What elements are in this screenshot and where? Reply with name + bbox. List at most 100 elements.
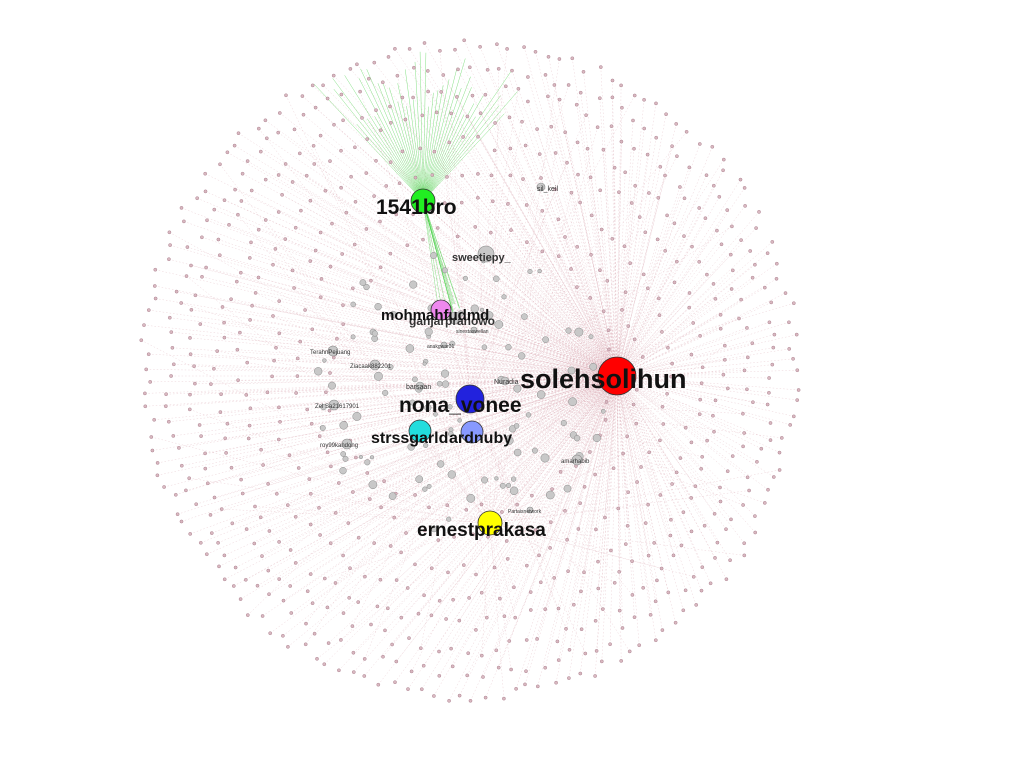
graph-node [179, 206, 184, 210]
graph-node [610, 236, 615, 241]
graph-edge [268, 375, 618, 484]
graph-node [407, 636, 411, 640]
graph-node [179, 463, 184, 468]
graph-node [757, 210, 761, 214]
graph-edge [616, 307, 690, 377]
graph-node [753, 530, 758, 535]
graph-edge [235, 375, 618, 568]
graph-node [553, 151, 558, 155]
graph-node [481, 675, 485, 679]
graph-node [509, 228, 513, 232]
graph-node [665, 391, 669, 396]
graph-edge [565, 132, 618, 377]
graph-edge [370, 375, 618, 625]
graph-node [389, 310, 397, 318]
graph-node [444, 617, 448, 621]
graph-edge [189, 337, 618, 377]
graph-node [513, 615, 518, 620]
graph-node [400, 149, 405, 154]
graph-edge [616, 375, 623, 629]
graph-node [187, 407, 192, 412]
graph-node [341, 611, 346, 615]
graph-node [350, 334, 356, 340]
graph-node [506, 435, 511, 440]
graph-node [675, 259, 679, 264]
graph-node [599, 65, 603, 69]
graph-edge [616, 309, 623, 377]
graph-edge [231, 375, 618, 468]
graph-edge [447, 375, 618, 506]
graph-edge-green [419, 51, 424, 202]
graph-edge-green [358, 78, 424, 202]
graph-edge [545, 375, 618, 668]
graph-edge [616, 288, 732, 377]
graph-edge [221, 508, 491, 524]
graph-node [642, 126, 647, 131]
graph-node [315, 657, 319, 661]
graph-node [462, 275, 468, 281]
graph-edge [494, 150, 618, 377]
graph-node [682, 234, 686, 238]
graph-node [434, 110, 439, 115]
graph-edge [469, 398, 495, 568]
graph-edge [616, 375, 697, 605]
graph-node [600, 659, 604, 664]
graph-node [185, 245, 190, 249]
graph-node [576, 172, 580, 177]
graph-node [579, 589, 583, 594]
graph-node [236, 378, 240, 383]
graph-node [742, 553, 747, 558]
graph-node [554, 680, 558, 685]
graph-node [363, 283, 370, 291]
graph-edge [616, 375, 762, 449]
graph-edge [183, 221, 618, 377]
graph-edge [246, 375, 618, 530]
graph-edge-green [422, 90, 439, 202]
graph-node [493, 121, 497, 125]
graph-node [556, 254, 561, 259]
graph-edge [409, 48, 618, 377]
graph-node [656, 195, 661, 200]
graph-node [712, 183, 716, 188]
graph-node [578, 90, 583, 95]
graph-node [405, 586, 410, 590]
graph-node [222, 198, 227, 202]
graph-node [556, 217, 561, 222]
graph-node [203, 171, 207, 176]
graph-node [340, 451, 347, 457]
graph-node [328, 264, 333, 269]
graph-node [388, 104, 392, 109]
graph-edge [330, 375, 618, 467]
graph-edge [540, 375, 618, 583]
graph-node [308, 572, 313, 576]
minor-node [369, 359, 381, 371]
minor-node-label: Nuradia [494, 379, 519, 386]
graph-node [354, 455, 358, 460]
minor-node-label: ganjarpranowo [409, 314, 495, 328]
graph-node [635, 480, 639, 484]
graph-node [791, 356, 795, 361]
minor-node [341, 438, 353, 450]
graph-node [447, 404, 453, 410]
graph-edge-green [397, 83, 424, 202]
graph-edge [373, 195, 618, 377]
graph-node [479, 653, 484, 658]
graph-edge [266, 138, 618, 377]
graph-node [711, 413, 715, 418]
graph-edge [477, 173, 618, 377]
graph-node [347, 596, 352, 600]
graph-node [341, 118, 345, 123]
graph-node [215, 349, 219, 353]
graph-edge-green [422, 200, 439, 306]
graph-node [240, 171, 245, 176]
graph-node [155, 473, 160, 478]
graph-node [768, 438, 773, 442]
graph-edge [609, 375, 618, 645]
graph-node [549, 124, 554, 129]
minor-node [536, 182, 546, 192]
graph-node [646, 286, 650, 291]
graph-node [266, 568, 271, 573]
graph-node [203, 189, 208, 194]
graph-node [245, 159, 250, 163]
graph-node [666, 345, 670, 350]
